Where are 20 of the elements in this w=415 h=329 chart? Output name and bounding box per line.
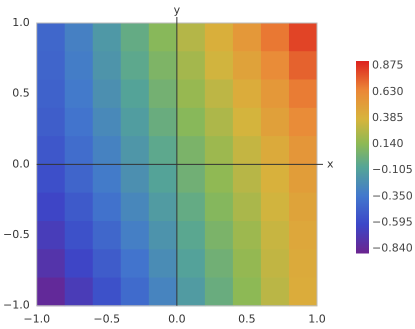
y-tick-label: 0.0 bbox=[12, 157, 30, 170]
x-tick-label: −0.5 bbox=[93, 312, 120, 326]
color-bar-label: −0.595 bbox=[372, 215, 413, 228]
color-bar-label: 0.630 bbox=[372, 84, 404, 98]
y-tick-label: −1.0 bbox=[2, 298, 30, 312]
color-bar-label: 0.385 bbox=[372, 110, 404, 124]
color-bar-label: 0.140 bbox=[372, 137, 404, 150]
color-bar-label: −0.105 bbox=[372, 163, 413, 176]
y-tick-label: 1.0 bbox=[12, 16, 30, 29]
x-tick-label: −1.0 bbox=[23, 312, 50, 326]
x-axis-title: x bbox=[327, 157, 334, 170]
color-bar-label: 0.875 bbox=[372, 58, 404, 72]
x-tick-label: 0.5 bbox=[238, 312, 256, 326]
color-bar-label: −0.840 bbox=[372, 242, 413, 255]
y-axis-title: y bbox=[174, 3, 181, 16]
y-tick-label: 0.5 bbox=[12, 86, 30, 100]
color-bar-label: −0.350 bbox=[372, 189, 413, 202]
x-tick-label: 0.0 bbox=[168, 312, 186, 326]
x-tick-label: 1.0 bbox=[308, 312, 326, 326]
y-tick-label: −0.5 bbox=[2, 228, 30, 241]
